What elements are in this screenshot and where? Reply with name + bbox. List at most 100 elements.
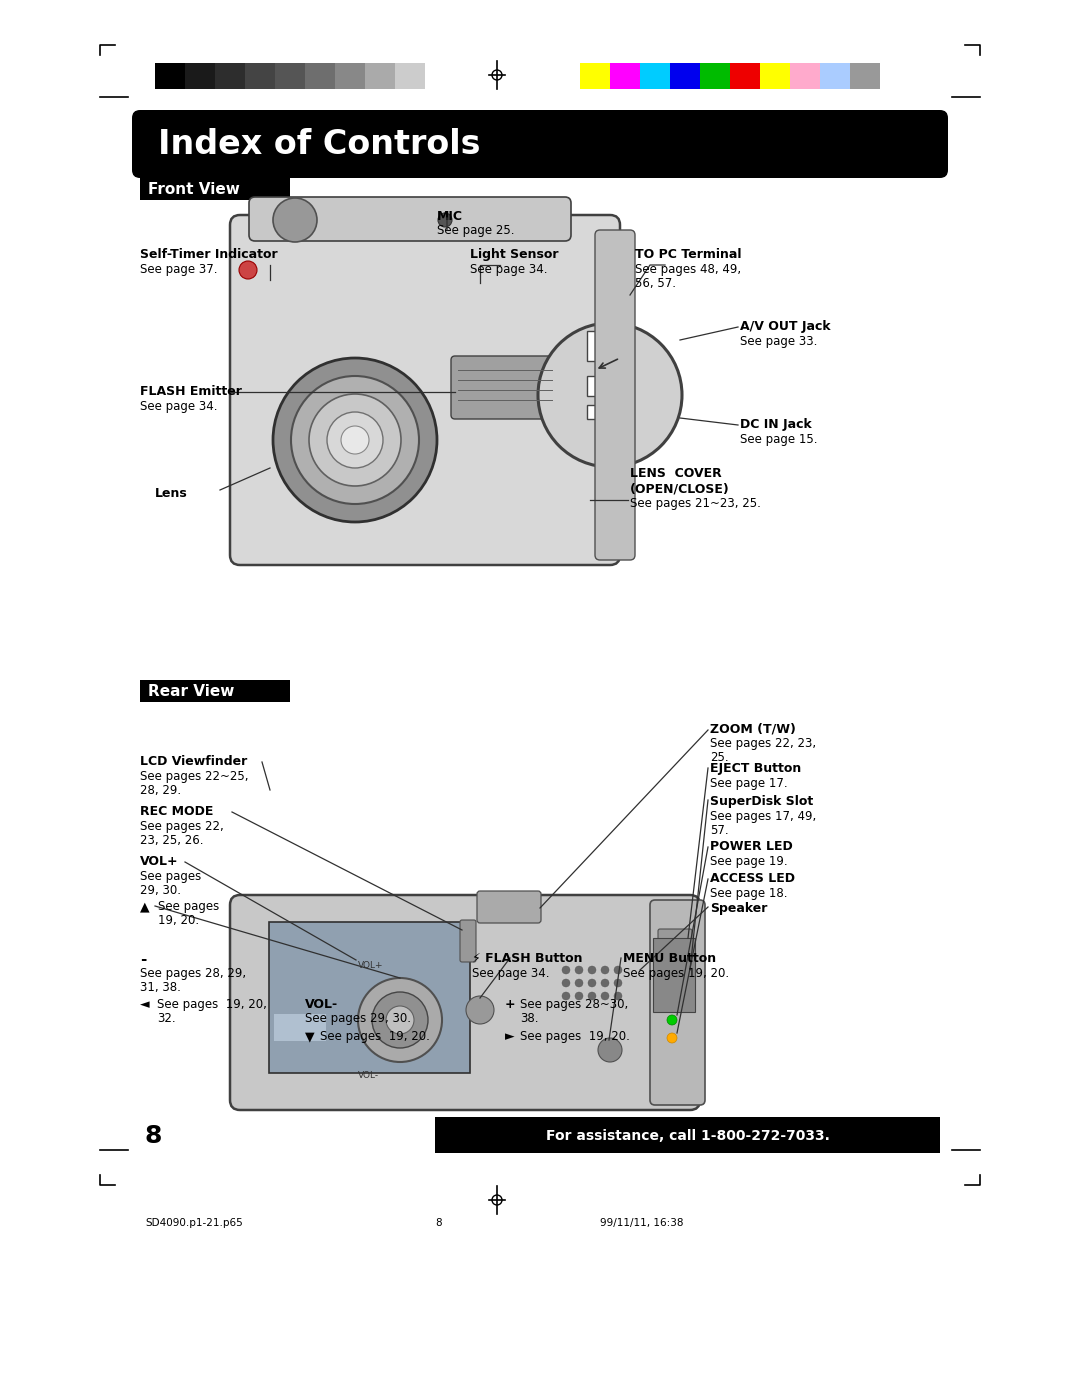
Circle shape [273, 198, 318, 242]
Text: VOL+: VOL+ [357, 961, 383, 970]
Text: Rear View: Rear View [148, 685, 234, 700]
FancyBboxPatch shape [588, 405, 603, 419]
Text: See pages 22,: See pages 22, [140, 820, 224, 833]
Circle shape [575, 992, 583, 1000]
Circle shape [575, 979, 583, 988]
Text: Lens: Lens [156, 488, 188, 500]
FancyBboxPatch shape [477, 891, 541, 923]
Circle shape [600, 992, 609, 1000]
Text: VOL-: VOL- [357, 1070, 379, 1080]
Circle shape [465, 996, 494, 1024]
Text: ▼: ▼ [305, 1030, 314, 1044]
Circle shape [588, 979, 596, 988]
Bar [215, 63, 245, 89]
Text: 23, 25, 26.: 23, 25, 26. [140, 834, 203, 847]
Bar [365, 63, 395, 89]
Text: 56, 57.: 56, 57. [635, 277, 676, 291]
FancyBboxPatch shape [595, 231, 635, 560]
Text: Front View: Front View [148, 183, 240, 197]
Text: See pages 22~25,: See pages 22~25, [140, 770, 248, 782]
Text: See page 19.: See page 19. [710, 855, 787, 868]
Bar [700, 63, 730, 89]
Text: Light Sensor: Light Sensor [470, 249, 558, 261]
Text: See pages  19, 20.: See pages 19, 20. [519, 1030, 630, 1044]
Circle shape [600, 965, 609, 974]
Text: Self-Timer Indicator: Self-Timer Indicator [140, 249, 278, 261]
Text: VOL-: VOL- [305, 997, 338, 1011]
Circle shape [357, 978, 442, 1062]
Text: See page 34.: See page 34. [140, 400, 217, 414]
Bar [156, 63, 185, 89]
FancyBboxPatch shape [658, 929, 692, 947]
Text: Speaker: Speaker [710, 902, 768, 915]
Text: A/V OUT Jack: A/V OUT Jack [740, 320, 831, 332]
Circle shape [438, 212, 453, 226]
Circle shape [538, 323, 681, 467]
Text: 25.: 25. [710, 752, 729, 764]
Text: See pages 21~23, 25.: See pages 21~23, 25. [630, 497, 761, 510]
Text: 99/11/11, 16:38: 99/11/11, 16:38 [600, 1218, 684, 1228]
Circle shape [492, 1194, 502, 1206]
Text: (OPEN/CLOSE): (OPEN/CLOSE) [630, 482, 730, 495]
Bar [335, 63, 365, 89]
Text: ▲: ▲ [140, 900, 150, 914]
Bar [426, 63, 455, 89]
Text: ZOOM (T/W): ZOOM (T/W) [710, 722, 796, 735]
Text: REC MODE: REC MODE [140, 805, 214, 819]
Circle shape [291, 376, 419, 504]
Text: See pages  19, 20.: See pages 19, 20. [320, 1030, 430, 1044]
FancyBboxPatch shape [132, 110, 948, 177]
Circle shape [615, 965, 622, 974]
Bar [395, 63, 426, 89]
Circle shape [327, 412, 383, 468]
Text: ◄: ◄ [140, 997, 150, 1011]
Circle shape [372, 992, 428, 1048]
Text: SD4090.p1-21.p65: SD4090.p1-21.p65 [145, 1218, 243, 1228]
Bar [640, 63, 670, 89]
Text: See pages: See pages [158, 900, 219, 914]
Bar [760, 63, 789, 89]
Circle shape [386, 1006, 414, 1034]
Text: See pages 17, 49,: See pages 17, 49, [710, 810, 816, 823]
Text: See pages 48, 49,: See pages 48, 49, [635, 263, 741, 277]
Bar [580, 63, 610, 89]
Circle shape [575, 965, 583, 974]
Text: See page 34.: See page 34. [472, 967, 550, 981]
Text: 8: 8 [435, 1218, 442, 1228]
FancyBboxPatch shape [588, 331, 611, 360]
Text: POWER LED: POWER LED [710, 840, 793, 854]
FancyBboxPatch shape [460, 921, 476, 963]
Bar [140, 177, 291, 200]
Text: 32.: 32. [157, 1011, 176, 1025]
Text: Index of Controls: Index of Controls [158, 129, 481, 162]
Bar [730, 63, 760, 89]
Bar [850, 63, 880, 89]
FancyBboxPatch shape [230, 895, 700, 1111]
Text: -: - [140, 951, 147, 967]
Text: See page 33.: See page 33. [740, 335, 818, 348]
Bar [275, 63, 305, 89]
Text: See pages 22, 23,: See pages 22, 23, [710, 738, 816, 750]
Text: LCD Viewfinder: LCD Viewfinder [140, 754, 247, 768]
Text: LENS  COVER: LENS COVER [630, 467, 721, 481]
Text: See page 15.: See page 15. [740, 433, 818, 446]
Text: For assistance, call 1-800-272-7033.: For assistance, call 1-800-272-7033. [545, 1129, 829, 1143]
FancyBboxPatch shape [653, 937, 696, 1011]
FancyBboxPatch shape [588, 376, 611, 395]
Circle shape [598, 1038, 622, 1062]
Circle shape [615, 992, 622, 1000]
Text: ⚡ FLASH Button: ⚡ FLASH Button [472, 951, 582, 965]
Text: 19, 20.: 19, 20. [158, 914, 199, 928]
Text: VOL+: VOL+ [140, 855, 178, 868]
Bar [305, 63, 335, 89]
Text: See page 25.: See page 25. [437, 224, 514, 237]
Text: See pages: See pages [140, 870, 201, 883]
Circle shape [600, 979, 609, 988]
Circle shape [667, 1016, 677, 1025]
Text: See pages 19, 20.: See pages 19, 20. [623, 967, 729, 981]
Text: +: + [505, 997, 515, 1011]
Circle shape [273, 358, 437, 522]
Circle shape [588, 992, 596, 1000]
Circle shape [615, 979, 622, 988]
Text: 8: 8 [145, 1125, 162, 1148]
